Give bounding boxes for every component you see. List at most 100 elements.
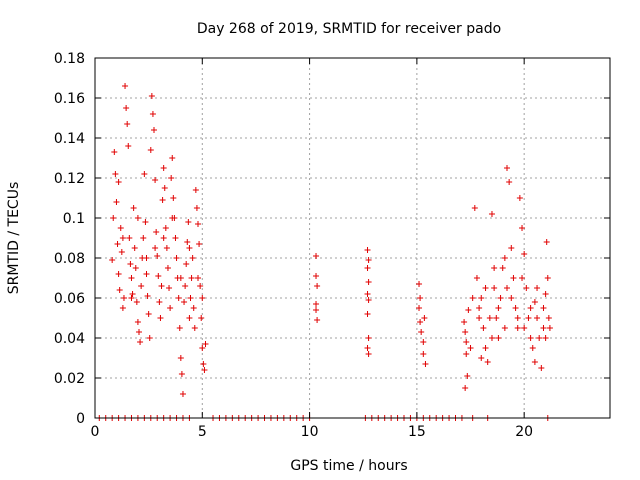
data-point xyxy=(189,255,196,261)
data-point xyxy=(514,325,521,331)
plot-frame xyxy=(94,57,611,419)
data-point xyxy=(516,195,523,201)
data-point xyxy=(512,305,519,311)
x-tick-label: 10 xyxy=(301,424,319,440)
data-point xyxy=(129,291,136,297)
data-point xyxy=(145,311,152,317)
chart-title: Day 268 of 2019, SRMTID for receiver pad… xyxy=(197,21,501,37)
y-tick-label: 0.12 xyxy=(54,171,85,187)
data-point xyxy=(156,299,163,305)
data-point xyxy=(178,371,185,377)
data-point xyxy=(540,325,547,331)
data-point xyxy=(491,285,498,291)
y-tick-label: 0.02 xyxy=(54,371,85,387)
data-point xyxy=(175,295,182,301)
data-point xyxy=(471,205,478,211)
data-point xyxy=(161,185,168,191)
data-point xyxy=(193,205,200,211)
data-point xyxy=(542,291,549,297)
data-point xyxy=(506,179,513,185)
data-point xyxy=(147,147,154,153)
data-point xyxy=(126,235,133,241)
data-point xyxy=(463,339,470,345)
data-point xyxy=(168,175,175,181)
data-point xyxy=(420,351,427,357)
data-point xyxy=(523,285,530,291)
data-point xyxy=(110,215,117,221)
data-point xyxy=(177,275,184,281)
data-point xyxy=(482,345,489,351)
data-point xyxy=(365,335,372,341)
data-point xyxy=(417,295,424,301)
grid-lines xyxy=(95,58,610,418)
data-point xyxy=(200,361,207,367)
data-point xyxy=(155,273,162,279)
data-point xyxy=(141,171,148,177)
data-point xyxy=(169,215,176,221)
data-point xyxy=(478,355,485,361)
data-point xyxy=(420,339,427,345)
data-point xyxy=(469,295,476,301)
data-point xyxy=(510,275,517,281)
x-tick-label: 20 xyxy=(515,424,533,440)
data-point xyxy=(119,235,126,241)
data-point xyxy=(120,295,127,301)
data-point xyxy=(462,329,469,335)
data-point xyxy=(162,225,169,231)
data-point xyxy=(122,83,129,89)
data-point xyxy=(313,301,320,307)
data-point xyxy=(519,225,526,231)
y-axis-label: SRMTID / TECUs xyxy=(6,182,22,295)
data-point xyxy=(132,265,139,271)
data-point xyxy=(521,325,528,331)
data-point xyxy=(144,293,151,299)
axis-ticks: 0 5 10 15 20 0 0.02 0.04 0.06 0.08 0.1 0.12 0.14 0.16… xyxy=(54,51,610,440)
data-point xyxy=(416,281,423,287)
y-tick-label: 0.18 xyxy=(54,51,85,67)
data-point xyxy=(313,307,320,313)
data-point xyxy=(540,305,547,311)
data-point xyxy=(364,311,371,317)
data-point xyxy=(508,295,515,301)
data-point xyxy=(463,351,470,357)
data-point xyxy=(130,205,137,211)
data-point xyxy=(521,251,528,257)
data-point xyxy=(140,235,147,241)
data-point xyxy=(128,275,135,281)
data-point xyxy=(153,229,160,235)
data-point xyxy=(527,305,534,311)
y-tick-label: 0.1 xyxy=(63,211,85,227)
data-point xyxy=(115,271,122,277)
data-point xyxy=(313,273,320,279)
data-point xyxy=(465,307,472,313)
data-point xyxy=(170,195,177,201)
data-point xyxy=(154,253,161,259)
data-point xyxy=(181,299,188,305)
data-point xyxy=(188,275,195,281)
data-point xyxy=(314,283,321,289)
y-tick-label: 0.04 xyxy=(54,331,85,347)
data-point xyxy=(127,261,134,267)
data-point xyxy=(484,359,491,365)
data-point xyxy=(538,365,545,371)
data-point xyxy=(499,265,506,271)
data-point xyxy=(365,279,372,285)
y-tick-label: 0 xyxy=(76,411,85,427)
data-point xyxy=(151,127,158,133)
data-point xyxy=(501,325,508,331)
data-point xyxy=(534,315,541,321)
data-point xyxy=(186,245,193,251)
data-point xyxy=(134,215,141,221)
data-point xyxy=(365,257,372,263)
data-point xyxy=(123,105,130,111)
data-point xyxy=(138,283,145,289)
data-point xyxy=(478,295,485,301)
data-point xyxy=(421,315,428,321)
data-point xyxy=(422,361,429,367)
data-point xyxy=(179,391,186,397)
data-point xyxy=(201,367,208,373)
data-point xyxy=(111,149,118,155)
data-point xyxy=(536,335,543,341)
data-point xyxy=(176,325,183,331)
x-tick-label: 15 xyxy=(408,424,426,440)
